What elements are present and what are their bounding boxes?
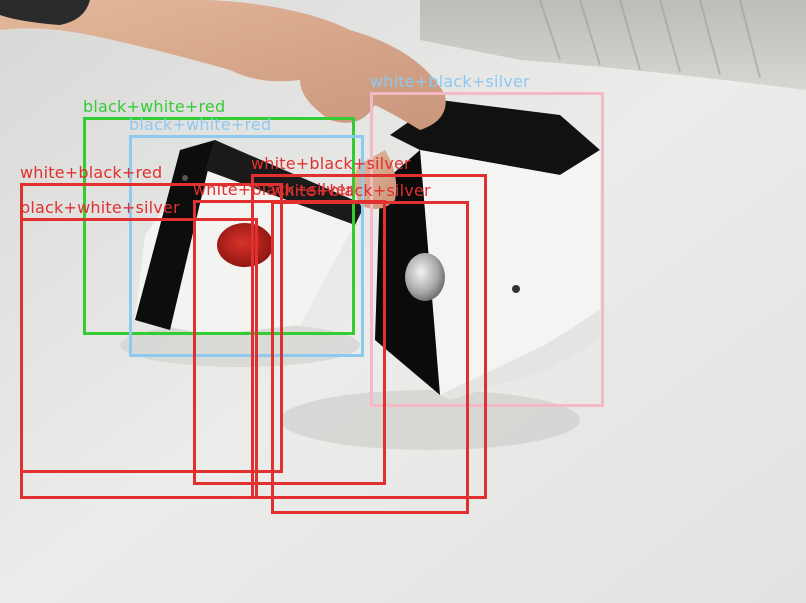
detection-label: white+black+silver: [193, 180, 353, 199]
wall-radiator: [539, 0, 761, 79]
detection-box[interactable]: white+black+silver: [251, 155, 487, 499]
left-button-box: [135, 140, 365, 335]
detection-label: black+white+silver: [20, 198, 180, 217]
wall-edge: [420, 0, 806, 90]
detection-label: black+white+red: [83, 97, 226, 116]
detection-label: white+black+silver: [271, 181, 431, 200]
detection-box[interactable]: white+black+silver: [370, 73, 604, 407]
detection-box[interactable]: white+black+silver: [271, 182, 469, 514]
detection-label: black+white+red: [129, 115, 272, 134]
detection-box[interactable]: black+white+silver: [20, 199, 258, 499]
detection-label: white+black+silver: [370, 72, 530, 91]
hand: [0, 0, 446, 209]
detection-label: white+black+silver: [251, 154, 411, 173]
detection-box[interactable]: black+white+red: [129, 116, 364, 357]
detection-box[interactable]: black+white+red: [83, 98, 355, 335]
right-button-box: [375, 100, 600, 400]
detection-label: white+black+red: [20, 163, 163, 182]
